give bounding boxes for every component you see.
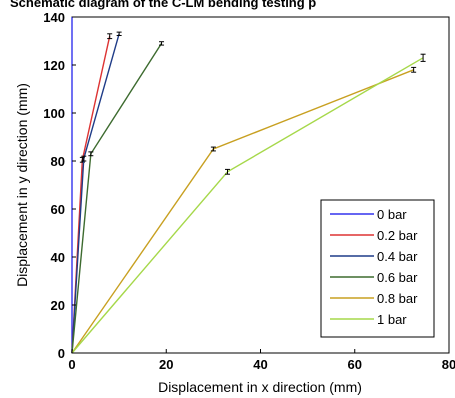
legend-label: 0.8 bar (377, 291, 418, 306)
x-tick-label: 40 (253, 357, 267, 372)
chart-title: Schematic diagram of the C-LM bending te… (10, 0, 316, 10)
y-axis-label: Displacement in y direction (mm) (14, 83, 30, 287)
x-axis-label: Displacement in x direction (mm) (158, 379, 362, 395)
error-bar (210, 146, 216, 152)
error-bar (116, 31, 122, 36)
legend-item: 0.4 bar (330, 249, 418, 264)
y-tick-label: 100 (43, 106, 65, 121)
error-bar (88, 151, 94, 157)
y-tick-label: 0 (58, 346, 65, 361)
legend: 0 bar 0.2 bar 0.4 bar 0.6 bar 0.8 bar 1 bar (320, 199, 435, 338)
legend-item: 0.2 bar (330, 228, 418, 243)
y-tick-label: 20 (51, 298, 65, 313)
legend-label: 1 bar (377, 312, 407, 327)
legend-box (320, 199, 435, 338)
error-bar (81, 155, 87, 162)
x-tick-label: 0 (68, 357, 75, 372)
error-bar (411, 66, 417, 73)
x-tick-label: 60 (348, 357, 362, 372)
series-3 (71, 41, 165, 354)
legend-label: 0.4 bar (377, 249, 418, 264)
error-bar (159, 41, 165, 46)
y-tick-label: 80 (51, 154, 65, 169)
error-bar (225, 168, 231, 175)
legend-item: 0.8 bar (330, 291, 418, 306)
legend-label: 0.6 bar (377, 270, 418, 285)
legend-label: 0 bar (377, 207, 407, 222)
error-bar (107, 33, 113, 40)
x-tick-label: 80 (442, 357, 455, 372)
y-tick-label: 120 (43, 58, 65, 73)
ticks-layer: 0 20 40 60 80 0 20 40 60 80 100 120 140 (43, 10, 455, 372)
series-5 (71, 53, 426, 354)
series-2 (71, 31, 122, 354)
series-4 (71, 66, 417, 354)
y-tick-label: 140 (43, 10, 65, 25)
legend-item: 1 bar (330, 312, 407, 327)
x-tick-label: 20 (159, 357, 173, 372)
y-tick-label: 40 (51, 250, 65, 265)
legend-label: 0.2 bar (377, 228, 418, 243)
legend-item: 0.6 bar (330, 270, 418, 285)
legend-item: 0 bar (330, 207, 407, 222)
y-tick-label: 60 (51, 202, 65, 217)
error-bar (420, 53, 426, 62)
